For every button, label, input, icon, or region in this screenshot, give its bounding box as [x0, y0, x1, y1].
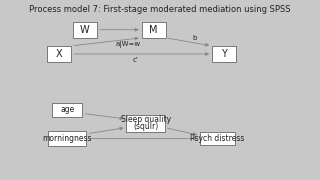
- Text: Y: Y: [221, 49, 227, 59]
- Text: b: b: [192, 35, 196, 41]
- Text: (squlr): (squlr): [133, 122, 158, 131]
- Text: morningness: morningness: [43, 134, 92, 143]
- FancyBboxPatch shape: [73, 22, 97, 38]
- Text: Process model 7: First-stage moderated mediation using SPSS: Process model 7: First-stage moderated m…: [29, 4, 291, 14]
- Text: c': c': [133, 57, 139, 63]
- FancyBboxPatch shape: [47, 46, 71, 62]
- FancyBboxPatch shape: [212, 46, 236, 62]
- Text: Sleep quality: Sleep quality: [121, 115, 171, 124]
- FancyBboxPatch shape: [200, 132, 235, 145]
- FancyBboxPatch shape: [48, 131, 86, 146]
- FancyBboxPatch shape: [141, 22, 166, 38]
- Text: M: M: [149, 25, 158, 35]
- Text: age: age: [60, 105, 74, 114]
- Text: W: W: [80, 25, 90, 35]
- FancyBboxPatch shape: [126, 115, 165, 132]
- Text: X: X: [56, 49, 62, 59]
- Text: a|W=w: a|W=w: [115, 41, 140, 48]
- Text: Psych distress: Psych distress: [190, 134, 245, 143]
- FancyBboxPatch shape: [52, 103, 82, 117]
